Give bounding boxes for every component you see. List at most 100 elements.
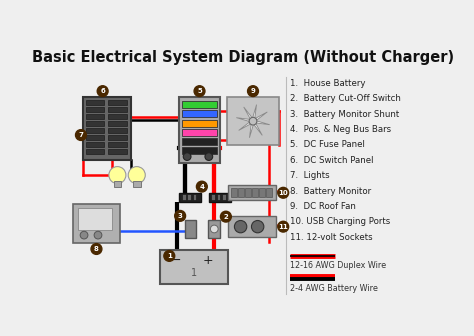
FancyBboxPatch shape bbox=[182, 111, 217, 117]
Text: 10. USB Charging Ports: 10. USB Charging Ports bbox=[290, 217, 391, 226]
FancyBboxPatch shape bbox=[86, 121, 104, 126]
FancyBboxPatch shape bbox=[266, 188, 272, 198]
Text: 10: 10 bbox=[278, 190, 288, 196]
Polygon shape bbox=[244, 107, 253, 121]
Circle shape bbox=[278, 221, 289, 232]
Polygon shape bbox=[253, 121, 262, 135]
FancyBboxPatch shape bbox=[108, 114, 127, 119]
Circle shape bbox=[210, 225, 218, 233]
Text: 7.  Lights: 7. Lights bbox=[290, 171, 330, 180]
Circle shape bbox=[164, 251, 175, 261]
Text: 2-4 AWG Battery Wire: 2-4 AWG Battery Wire bbox=[290, 284, 378, 293]
FancyBboxPatch shape bbox=[222, 194, 226, 201]
FancyBboxPatch shape bbox=[82, 97, 130, 161]
FancyBboxPatch shape bbox=[245, 188, 251, 198]
Text: 7: 7 bbox=[79, 132, 83, 138]
Circle shape bbox=[220, 211, 231, 222]
Text: 5.  DC Fuse Panel: 5. DC Fuse Panel bbox=[290, 140, 365, 150]
FancyBboxPatch shape bbox=[73, 204, 120, 243]
Text: −: − bbox=[170, 254, 181, 267]
Text: 4: 4 bbox=[200, 183, 204, 190]
FancyBboxPatch shape bbox=[228, 97, 279, 145]
Circle shape bbox=[251, 220, 264, 233]
Text: 9.  DC Roof Fan: 9. DC Roof Fan bbox=[290, 202, 356, 211]
FancyBboxPatch shape bbox=[86, 128, 104, 133]
Circle shape bbox=[94, 231, 102, 239]
Circle shape bbox=[278, 187, 289, 198]
FancyBboxPatch shape bbox=[86, 114, 104, 119]
Text: +: + bbox=[203, 254, 213, 267]
FancyBboxPatch shape bbox=[228, 185, 276, 201]
Circle shape bbox=[75, 130, 86, 140]
Circle shape bbox=[175, 210, 186, 221]
Polygon shape bbox=[237, 118, 253, 121]
Text: 2.  Battery Cut-Off Switch: 2. Battery Cut-Off Switch bbox=[290, 94, 401, 103]
FancyBboxPatch shape bbox=[179, 97, 219, 163]
Text: 4.  Pos. & Neg Bus Bars: 4. Pos. & Neg Bus Bars bbox=[290, 125, 392, 134]
FancyBboxPatch shape bbox=[259, 188, 264, 198]
FancyBboxPatch shape bbox=[217, 194, 220, 201]
FancyBboxPatch shape bbox=[187, 194, 191, 201]
FancyBboxPatch shape bbox=[86, 107, 104, 112]
FancyBboxPatch shape bbox=[108, 149, 127, 154]
FancyBboxPatch shape bbox=[238, 188, 244, 198]
Polygon shape bbox=[239, 121, 253, 130]
Circle shape bbox=[196, 181, 207, 192]
Text: 9: 9 bbox=[251, 88, 255, 94]
FancyBboxPatch shape bbox=[182, 148, 217, 154]
FancyBboxPatch shape bbox=[231, 188, 237, 198]
Text: 1: 1 bbox=[191, 268, 197, 278]
Polygon shape bbox=[253, 104, 256, 121]
FancyBboxPatch shape bbox=[108, 121, 127, 126]
Text: 1.  House Battery: 1. House Battery bbox=[290, 79, 366, 88]
FancyBboxPatch shape bbox=[86, 135, 104, 140]
FancyBboxPatch shape bbox=[211, 194, 215, 201]
FancyBboxPatch shape bbox=[182, 120, 217, 127]
FancyBboxPatch shape bbox=[182, 194, 186, 201]
FancyBboxPatch shape bbox=[86, 100, 104, 105]
Circle shape bbox=[91, 244, 102, 254]
Circle shape bbox=[183, 153, 191, 160]
FancyBboxPatch shape bbox=[179, 193, 201, 202]
Text: 3.  Battery Monitor Shunt: 3. Battery Monitor Shunt bbox=[290, 110, 400, 119]
FancyBboxPatch shape bbox=[228, 216, 276, 238]
Circle shape bbox=[249, 117, 257, 125]
Circle shape bbox=[128, 167, 145, 183]
Circle shape bbox=[247, 86, 258, 96]
Text: Basic Electrical System Diagram (Without Charger): Basic Electrical System Diagram (Without… bbox=[32, 50, 454, 65]
Polygon shape bbox=[249, 121, 253, 138]
Text: 11: 11 bbox=[278, 224, 288, 230]
Text: 6: 6 bbox=[100, 88, 105, 94]
Text: 1: 1 bbox=[167, 253, 172, 259]
Text: 2: 2 bbox=[224, 214, 228, 220]
Polygon shape bbox=[253, 121, 270, 125]
Circle shape bbox=[80, 231, 88, 239]
FancyBboxPatch shape bbox=[108, 128, 127, 133]
FancyBboxPatch shape bbox=[252, 188, 258, 198]
FancyBboxPatch shape bbox=[192, 194, 196, 201]
FancyBboxPatch shape bbox=[185, 220, 196, 238]
FancyBboxPatch shape bbox=[108, 142, 127, 146]
Circle shape bbox=[194, 86, 205, 96]
FancyBboxPatch shape bbox=[108, 100, 127, 105]
Text: 3: 3 bbox=[178, 213, 182, 219]
FancyBboxPatch shape bbox=[182, 101, 217, 108]
Text: 12-16 AWG Duplex Wire: 12-16 AWG Duplex Wire bbox=[290, 260, 386, 269]
FancyBboxPatch shape bbox=[209, 193, 230, 202]
FancyBboxPatch shape bbox=[160, 250, 228, 284]
FancyBboxPatch shape bbox=[208, 220, 220, 238]
FancyBboxPatch shape bbox=[86, 142, 104, 146]
Circle shape bbox=[109, 167, 126, 183]
FancyBboxPatch shape bbox=[86, 149, 104, 154]
FancyBboxPatch shape bbox=[133, 181, 141, 186]
FancyBboxPatch shape bbox=[113, 181, 121, 186]
Polygon shape bbox=[253, 112, 267, 121]
FancyBboxPatch shape bbox=[182, 129, 217, 136]
Text: 6.  DC Switch Panel: 6. DC Switch Panel bbox=[290, 156, 374, 165]
Circle shape bbox=[97, 86, 108, 96]
Text: 11. 12-volt Sockets: 11. 12-volt Sockets bbox=[290, 233, 373, 242]
FancyBboxPatch shape bbox=[108, 135, 127, 140]
Text: 8: 8 bbox=[94, 246, 99, 252]
Circle shape bbox=[235, 220, 247, 233]
FancyBboxPatch shape bbox=[78, 208, 112, 230]
